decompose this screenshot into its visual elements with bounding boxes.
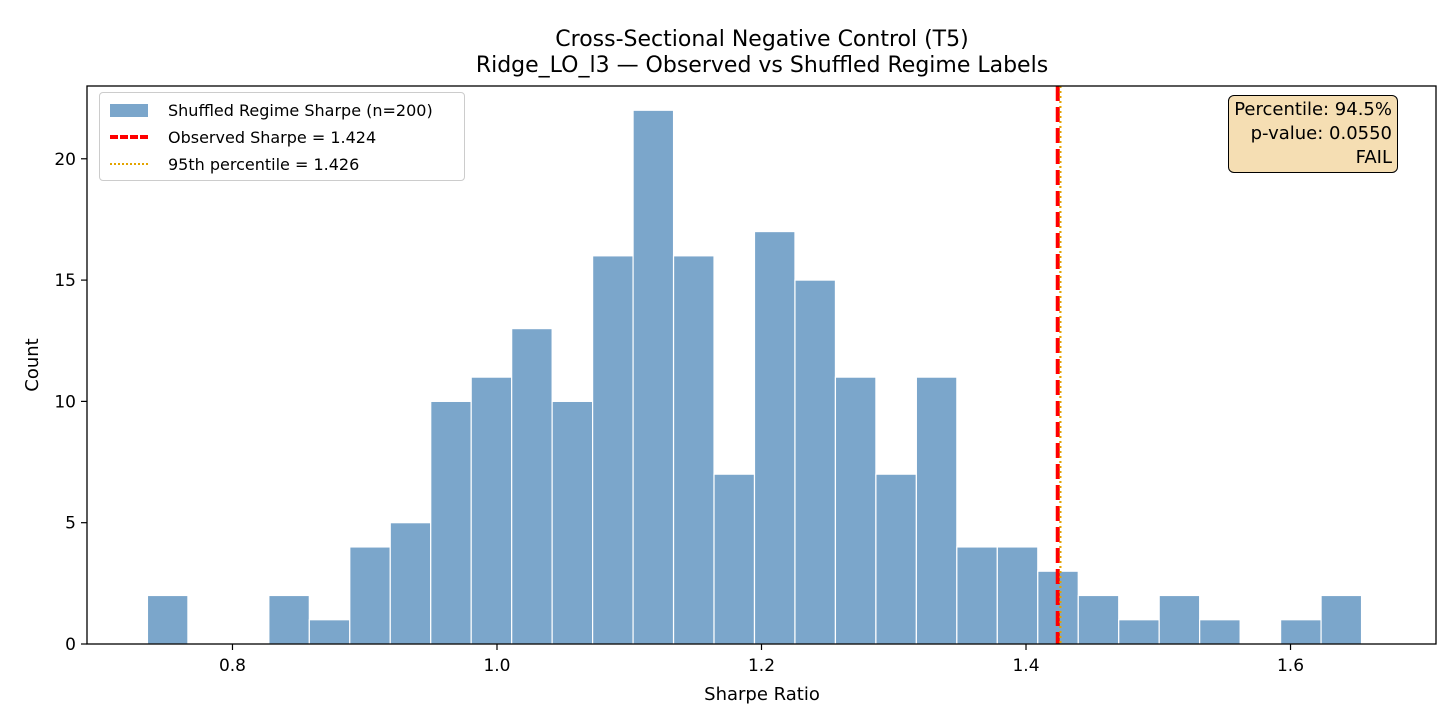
legend-label-percentile: 95th percentile = 1.426 xyxy=(168,154,360,174)
x-tick-label: 1.4 xyxy=(1012,656,1039,676)
percentile-text: Percentile: 94.5% xyxy=(1234,99,1392,120)
histogram-bar xyxy=(834,376,877,645)
histogram-bar xyxy=(1118,619,1160,645)
reference-lines xyxy=(1055,86,1062,644)
histogram-bar xyxy=(349,546,391,645)
chart-title: Cross-Sectional Negative Control (T5) xyxy=(555,27,968,52)
histogram-bar xyxy=(308,619,351,645)
legend-swatch-observed xyxy=(110,135,148,139)
histogram-bar xyxy=(794,279,837,645)
pvalue-text: p-value: 0.0550 xyxy=(1250,123,1392,144)
legend-label-shuffled: Shuffled Regime Sharpe (n=200) xyxy=(168,100,433,120)
histogram-bar xyxy=(511,328,553,645)
histogram-bar xyxy=(753,230,796,645)
histogram-bars xyxy=(146,109,1363,645)
legend-swatch-histogram xyxy=(110,103,148,117)
histogram-bar xyxy=(1077,594,1120,645)
x-tick-label: 1.0 xyxy=(483,656,510,676)
histogram-bar xyxy=(1320,594,1363,645)
y-tick-label: 5 xyxy=(65,514,76,534)
legend-item-observed: Observed Sharpe = 1.424 xyxy=(110,124,376,150)
histogram-bar xyxy=(1199,619,1241,645)
y-tick-label: 20 xyxy=(54,150,76,170)
x-axis-label: Sharpe Ratio xyxy=(704,684,820,705)
histogram-bar xyxy=(430,400,472,645)
histogram-bar xyxy=(956,546,998,645)
histogram-bar xyxy=(915,376,958,645)
histogram-bar xyxy=(713,473,756,645)
x-tick-label: 1.6 xyxy=(1277,656,1304,676)
histogram-bar xyxy=(1158,594,1201,645)
verdict-text: FAIL xyxy=(1355,147,1392,168)
y-axis-ticks: 0 5 10 15 20 xyxy=(54,150,87,655)
histogram-bar xyxy=(672,255,715,645)
histogram-bar xyxy=(592,255,634,645)
histogram-bar xyxy=(268,594,310,645)
chart-legend: Shuffled Regime Sharpe (n=200) Observed … xyxy=(99,92,465,181)
histogram-bar xyxy=(632,109,675,645)
stats-annotation-box: Percentile: 94.5% p-value: 0.0550 FAIL xyxy=(1228,95,1398,173)
x-tick-label: 1.2 xyxy=(748,656,775,676)
legend-swatch-percentile xyxy=(110,163,148,165)
y-tick-label: 0 xyxy=(65,635,76,655)
histogram-bar xyxy=(389,522,432,645)
x-axis-ticks: 0.8 1.0 1.2 1.4 1.6 xyxy=(219,644,1304,676)
histogram-bar xyxy=(470,376,513,645)
histogram-bar xyxy=(996,546,1039,645)
histogram-bar xyxy=(875,473,917,645)
histogram-bar xyxy=(146,594,189,645)
chart-subtitle: Ridge_LO_l3 — Observed vs Shuffled Regim… xyxy=(476,53,1048,78)
histogram-bar xyxy=(551,400,594,645)
legend-item-shuffled: Shuffled Regime Sharpe (n=200) xyxy=(110,97,433,123)
histogram-bar xyxy=(1280,619,1322,645)
x-tick-label: 0.8 xyxy=(219,656,246,676)
legend-item-percentile: 95th percentile = 1.426 xyxy=(110,151,359,177)
y-axis-label: Count xyxy=(22,338,43,391)
legend-label-observed: Observed Sharpe = 1.424 xyxy=(168,127,377,147)
y-tick-label: 15 xyxy=(54,271,76,291)
y-tick-label: 10 xyxy=(54,392,76,412)
